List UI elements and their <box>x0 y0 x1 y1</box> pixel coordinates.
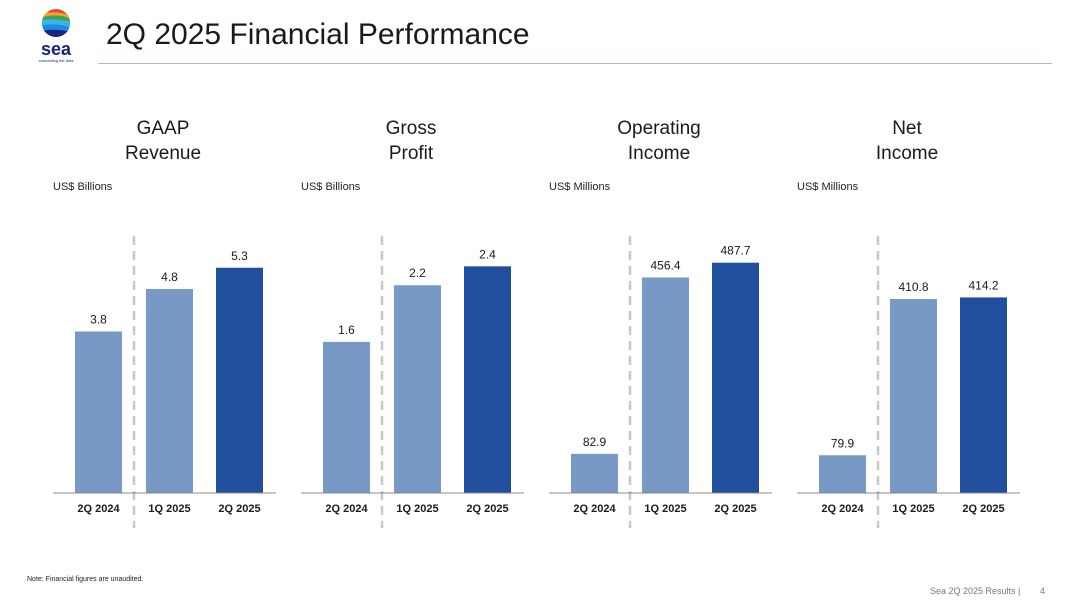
chart-unit-label: US$ Billions <box>53 181 113 193</box>
chart-title-line-2: Profit <box>388 143 434 164</box>
category-label: 2Q 2024 <box>821 503 864 515</box>
chart-title: GAAP Revenue <box>48 116 278 166</box>
chart-title-line-2: Revenue <box>124 143 202 164</box>
category-label: 2Q 2025 <box>466 503 508 515</box>
bar <box>216 267 263 493</box>
data-label: 487.7 <box>720 244 750 258</box>
chart-plot: 3.8 2Q 2024 4.8 1Q 2025 5.3 2Q 2025 <box>53 236 276 528</box>
chart-title: Operating Income <box>544 116 774 166</box>
bar <box>642 277 689 493</box>
category-label: 1Q 2025 <box>396 503 438 515</box>
chart-unit-label: US$ Millions <box>549 181 611 193</box>
bar <box>712 262 759 493</box>
category-label: 1Q 2025 <box>892 503 934 515</box>
data-label: 410.8 <box>898 280 928 294</box>
chart-plot: 82.9 2Q 2024 456.4 1Q 2025 487.7 2Q 2025 <box>549 236 772 528</box>
page-number: 4 <box>1040 586 1046 596</box>
bar <box>819 455 866 493</box>
logo-text: sea <box>40 39 72 59</box>
data-label: 414.2 <box>968 278 998 292</box>
footer-source: Sea 2Q 2025 Results | <box>930 586 1021 596</box>
logo-globe-icon <box>42 9 70 37</box>
category-label: 2Q 2025 <box>714 503 756 515</box>
chart-unit-label: US$ Billions <box>301 181 361 193</box>
category-label: 2Q 2024 <box>325 503 368 515</box>
bar <box>571 453 618 493</box>
chart-title-line-1: Net <box>892 118 922 139</box>
chart-title: Net Income <box>792 116 1022 166</box>
chart-title-line-2: Income <box>875 143 939 164</box>
category-label: 2Q 2024 <box>573 503 616 515</box>
logo-tagline: connecting the dots <box>38 58 74 63</box>
chart-plot: 79.9 2Q 2024 410.8 1Q 2025 414.2 2Q 2025 <box>797 236 1020 528</box>
chart-title-line-2: Income <box>627 143 691 164</box>
chart-operating-income: Operating Income US$ Millions 82.9 2Q 202… <box>544 110 774 530</box>
sea-logo: sea connecting the dots <box>30 8 82 64</box>
bar <box>146 289 193 493</box>
chart-plot: 1.6 2Q 2024 2.2 1Q 2025 2.4 2Q 2025 <box>301 236 524 528</box>
page-title: 2Q 2025 Financial Performance <box>106 18 530 51</box>
chart-net-income: Net Income US$ Millions 79.9 2Q 2024 410.8… <box>792 110 1022 530</box>
chart-title-line-1: Gross <box>385 118 437 139</box>
category-label: 2Q 2025 <box>962 503 1004 515</box>
category-label: 2Q 2025 <box>218 503 260 515</box>
chart-title-line-1: GAAP <box>136 118 190 139</box>
bar <box>960 297 1007 493</box>
data-label: 3.8 <box>90 313 107 327</box>
footnote: Note: Financial figures are unaudited. <box>27 576 144 583</box>
data-label: 2.2 <box>409 266 426 280</box>
category-label: 2Q 2024 <box>77 503 120 515</box>
bar <box>464 266 511 493</box>
data-label: 5.3 <box>231 249 248 263</box>
chart-unit-label: US$ Millions <box>797 181 859 193</box>
data-label: 79.9 <box>831 436 855 450</box>
chart-gaap-revenue: GAAP Revenue US$ Billions 3.8 2Q 2024 4.8 1… <box>48 110 278 530</box>
bar <box>394 285 441 493</box>
chart-title: Gross Profit <box>296 116 526 166</box>
data-label: 456.4 <box>650 258 680 272</box>
chart-gross-profit: Gross Profit US$ Billions 1.6 2Q 2024 2.2 1… <box>296 110 526 530</box>
bar <box>75 331 122 493</box>
data-label: 1.6 <box>338 323 355 337</box>
data-label: 2.4 <box>479 247 496 261</box>
category-label: 1Q 2025 <box>644 503 686 515</box>
bar <box>890 299 937 493</box>
category-label: 1Q 2025 <box>148 503 190 515</box>
title-divider <box>98 63 1052 64</box>
data-label: 4.8 <box>161 270 178 284</box>
bar <box>323 341 370 493</box>
chart-title-line-1: Operating <box>617 118 701 139</box>
data-label: 82.9 <box>583 435 607 449</box>
